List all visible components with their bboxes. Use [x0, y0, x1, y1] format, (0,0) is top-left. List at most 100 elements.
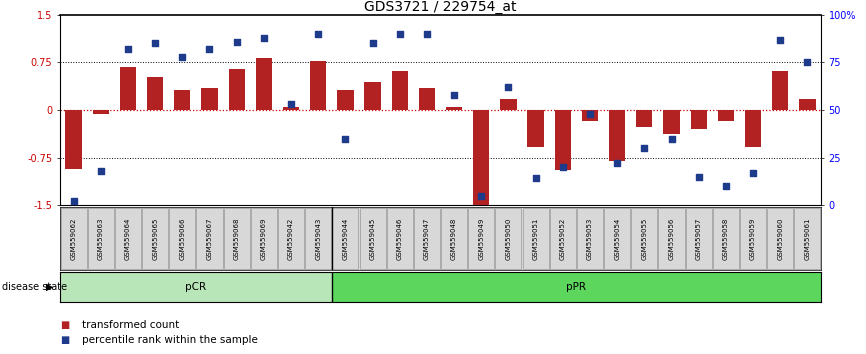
Text: GSM559066: GSM559066: [179, 217, 185, 260]
Point: [637, 145, 651, 151]
Text: GSM559043: GSM559043: [315, 217, 321, 260]
FancyBboxPatch shape: [767, 208, 793, 269]
Point: [692, 174, 706, 179]
Point: [719, 183, 733, 189]
Text: GSM559057: GSM559057: [695, 217, 701, 260]
Bar: [229, 69, 245, 110]
Text: GSM559058: GSM559058: [723, 217, 729, 260]
Point: [501, 84, 515, 90]
Text: GSM559050: GSM559050: [506, 217, 512, 260]
Text: GSM559068: GSM559068: [234, 217, 240, 260]
Point: [556, 164, 570, 170]
Text: GSM559053: GSM559053: [587, 217, 593, 260]
Point: [773, 37, 787, 42]
Text: pPR: pPR: [566, 282, 586, 292]
Title: GDS3721 / 229754_at: GDS3721 / 229754_at: [365, 0, 517, 14]
Text: GSM559064: GSM559064: [125, 217, 131, 260]
Text: GSM559048: GSM559048: [451, 217, 457, 260]
Bar: [93, 110, 109, 114]
FancyBboxPatch shape: [469, 208, 494, 269]
Point: [257, 35, 271, 41]
FancyBboxPatch shape: [223, 208, 249, 269]
FancyBboxPatch shape: [658, 208, 684, 269]
FancyBboxPatch shape: [522, 208, 549, 269]
FancyBboxPatch shape: [604, 208, 630, 269]
Point: [800, 60, 814, 65]
Bar: [147, 77, 164, 110]
Text: GSM559054: GSM559054: [614, 217, 620, 259]
Text: GSM559069: GSM559069: [261, 217, 267, 260]
FancyBboxPatch shape: [631, 208, 657, 269]
Point: [203, 46, 216, 52]
Text: GSM559051: GSM559051: [533, 217, 539, 260]
Bar: [637, 110, 652, 127]
FancyBboxPatch shape: [577, 208, 603, 269]
Bar: [391, 71, 408, 110]
Point: [67, 198, 81, 204]
Bar: [419, 88, 435, 110]
Text: percentile rank within the sample: percentile rank within the sample: [81, 335, 257, 345]
Bar: [201, 88, 217, 110]
Bar: [772, 71, 788, 110]
FancyBboxPatch shape: [115, 208, 141, 269]
Bar: [365, 82, 381, 110]
Point: [365, 41, 379, 46]
FancyBboxPatch shape: [794, 208, 820, 269]
FancyBboxPatch shape: [686, 208, 712, 269]
Point: [229, 39, 243, 45]
FancyBboxPatch shape: [61, 208, 87, 269]
Bar: [283, 107, 299, 110]
Text: GSM559065: GSM559065: [152, 217, 158, 260]
FancyBboxPatch shape: [278, 208, 304, 269]
FancyBboxPatch shape: [332, 272, 821, 302]
Text: GSM559052: GSM559052: [559, 217, 565, 259]
Bar: [120, 67, 136, 110]
Text: GSM559042: GSM559042: [288, 217, 294, 259]
Point: [339, 136, 352, 141]
Text: GSM559060: GSM559060: [777, 217, 783, 260]
Text: GSM559056: GSM559056: [669, 217, 675, 260]
FancyBboxPatch shape: [169, 208, 196, 269]
Text: GSM559044: GSM559044: [342, 217, 348, 259]
Text: ■: ■: [60, 320, 69, 330]
Point: [583, 111, 597, 116]
Bar: [554, 110, 571, 170]
Bar: [337, 90, 353, 110]
Text: GSM559046: GSM559046: [397, 217, 403, 260]
Bar: [718, 110, 734, 121]
FancyBboxPatch shape: [550, 208, 576, 269]
FancyBboxPatch shape: [740, 208, 766, 269]
Point: [148, 41, 162, 46]
Bar: [609, 110, 625, 161]
FancyBboxPatch shape: [387, 208, 413, 269]
Text: GSM559059: GSM559059: [750, 217, 756, 260]
Point: [529, 176, 543, 181]
Point: [420, 31, 434, 37]
Bar: [745, 110, 761, 147]
Bar: [527, 110, 544, 147]
Point: [475, 193, 488, 198]
Text: GSM559061: GSM559061: [805, 217, 811, 260]
Point: [611, 160, 624, 166]
Text: GSM559067: GSM559067: [206, 217, 212, 260]
Text: disease state: disease state: [2, 282, 67, 292]
Text: GSM559049: GSM559049: [478, 217, 484, 260]
FancyBboxPatch shape: [60, 272, 332, 302]
Point: [664, 136, 678, 141]
Text: GSM559055: GSM559055: [642, 217, 648, 259]
Bar: [174, 90, 191, 110]
Point: [447, 92, 461, 98]
Text: GSM559047: GSM559047: [424, 217, 430, 260]
Bar: [799, 99, 816, 110]
Text: ■: ■: [60, 335, 69, 345]
Text: GSM559062: GSM559062: [71, 217, 76, 260]
FancyBboxPatch shape: [333, 208, 359, 269]
Point: [746, 170, 760, 176]
FancyBboxPatch shape: [87, 208, 113, 269]
FancyBboxPatch shape: [414, 208, 440, 269]
Point: [311, 31, 325, 37]
Bar: [473, 110, 489, 205]
Bar: [501, 99, 517, 110]
FancyBboxPatch shape: [142, 208, 168, 269]
Bar: [582, 110, 598, 121]
